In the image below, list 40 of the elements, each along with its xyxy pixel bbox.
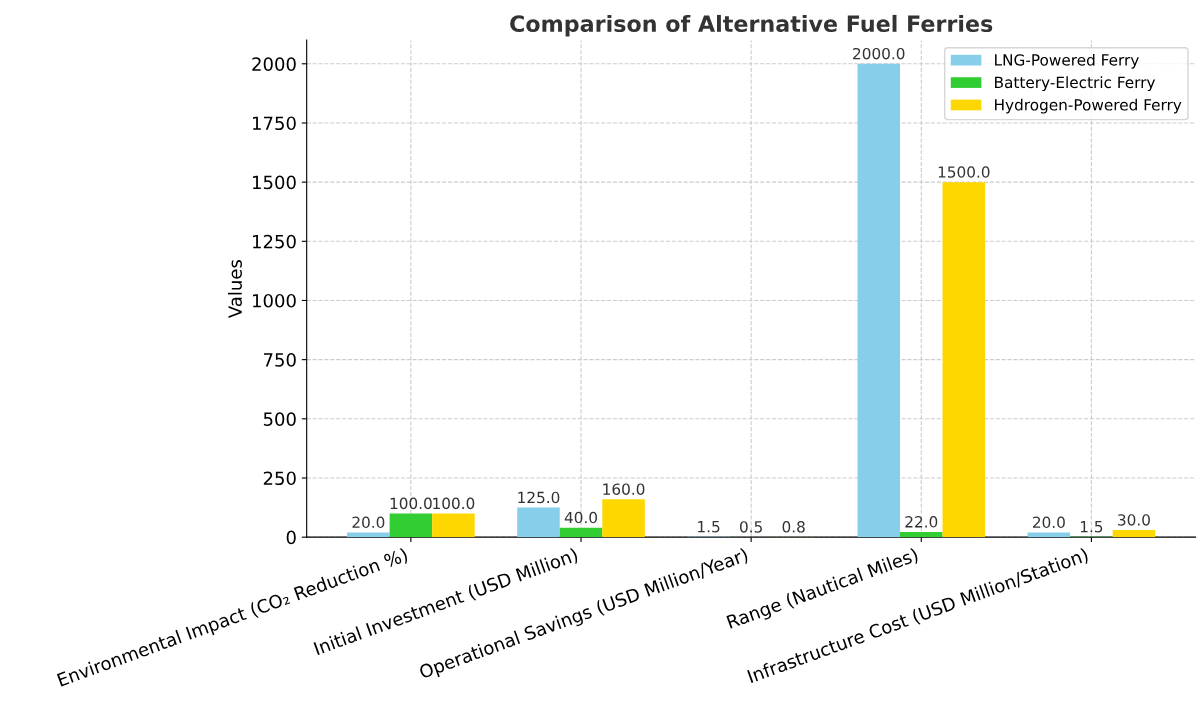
chart-title: Comparison of Alternative Fuel Ferries bbox=[510, 14, 993, 37]
legend-label: LNG-Powered Ferry bbox=[995, 53, 1139, 69]
data-label: 1.5 bbox=[698, 521, 720, 533]
bar bbox=[602, 499, 645, 538]
y-axis-title: Values bbox=[227, 260, 242, 318]
y-tick-label: 0 bbox=[286, 530, 296, 545]
data-label: 20.0 bbox=[352, 516, 385, 529]
bar bbox=[1027, 532, 1071, 538]
data-label: 0.5 bbox=[740, 521, 762, 533]
bar bbox=[857, 63, 901, 538]
data-label: 125.0 bbox=[518, 491, 560, 504]
y-tick-label: 1000 bbox=[253, 293, 296, 308]
bar bbox=[389, 513, 433, 538]
data-label: 22.0 bbox=[905, 516, 938, 528]
bar bbox=[432, 513, 475, 538]
y-tick-label: 1250 bbox=[253, 234, 296, 249]
data-label: 1500.0 bbox=[938, 166, 990, 178]
data-label: 2000.0 bbox=[853, 47, 905, 60]
y-tick-label: 1500 bbox=[253, 175, 296, 190]
bar bbox=[559, 527, 603, 538]
y-tick-label: 250 bbox=[263, 471, 296, 486]
y-tick-label: 750 bbox=[263, 353, 296, 367]
bar bbox=[517, 507, 560, 538]
data-label: 0.8 bbox=[782, 521, 805, 533]
data-label: 20.0 bbox=[1032, 516, 1065, 529]
data-label: 160.0 bbox=[603, 483, 645, 495]
bar bbox=[942, 182, 986, 538]
data-label: 100.0 bbox=[390, 497, 432, 510]
y-tick-label: 2000 bbox=[252, 57, 296, 71]
legend-label: Battery-Electric Ferry bbox=[995, 76, 1156, 92]
data-label: 30.0 bbox=[1118, 514, 1150, 526]
bar bbox=[900, 531, 943, 538]
data-label: 40.0 bbox=[564, 511, 598, 524]
bar bbox=[1112, 530, 1156, 538]
bar bbox=[347, 532, 390, 538]
data-label: 1.5 bbox=[1080, 521, 1103, 533]
legend-label: Hydrogen-Powered Ferry bbox=[995, 98, 1182, 114]
data-label: 100.0 bbox=[433, 497, 475, 510]
y-tick-label: 500 bbox=[263, 412, 296, 426]
y-tick-label: 1750 bbox=[253, 116, 296, 131]
